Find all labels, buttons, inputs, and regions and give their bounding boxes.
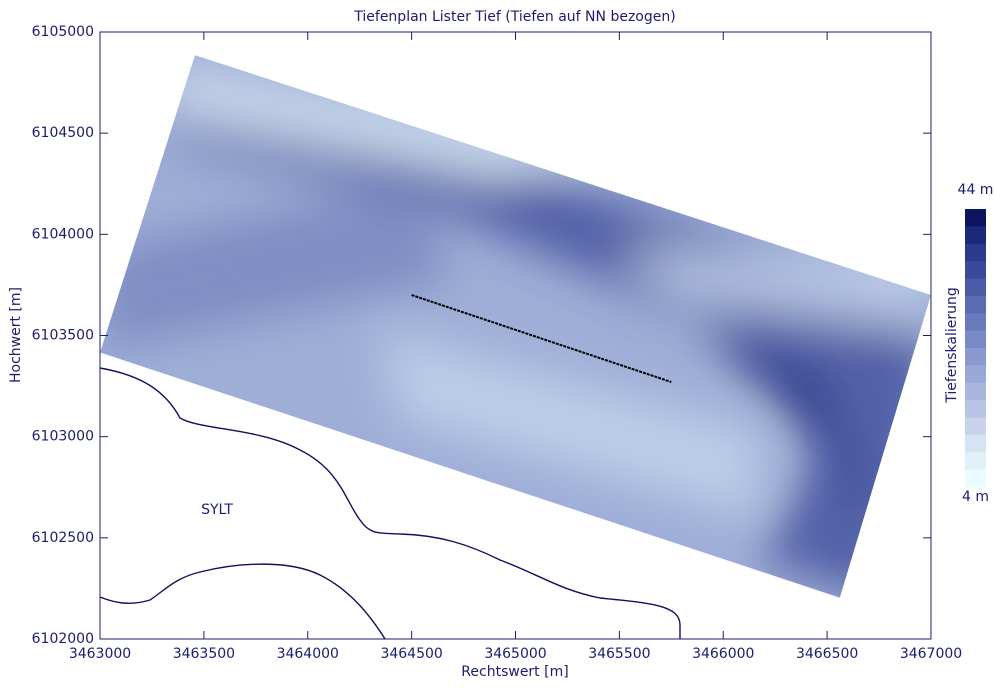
colorbar-band [965, 243, 986, 262]
y-tick-label: 6102000 [32, 631, 94, 647]
colorbar-band [965, 226, 986, 245]
y-tick-label: 6103000 [32, 429, 94, 445]
y-tick-label: 6103500 [32, 328, 94, 344]
x-tick-label: 3463500 [173, 646, 235, 662]
colorbar-band [965, 261, 986, 279]
colorbar-band [965, 313, 986, 332]
y-tick-label: 6104000 [32, 226, 94, 242]
colorbar-band [965, 365, 986, 384]
x-tick-label: 3467000 [900, 646, 962, 662]
y-tick-label: 6102500 [32, 530, 94, 546]
colorbar-band [965, 469, 986, 488]
x-tick-label: 3465000 [484, 646, 546, 662]
coastline [99, 367, 681, 639]
x-tick-label: 3465500 [588, 646, 650, 662]
colorbar-band [965, 452, 986, 471]
y-axis-label: Hochwert [m] [8, 287, 24, 383]
colorbar-band [965, 382, 986, 401]
colorbar-band [965, 209, 986, 227]
x-axis-label: Rechtswert [m] [461, 664, 568, 680]
colorbar-band [965, 417, 986, 436]
colorbar-band [965, 434, 986, 453]
colorbar-band [965, 400, 986, 418]
island-label: SYLT [201, 502, 233, 518]
y-tick-label: 6104500 [32, 125, 94, 141]
depth-raster [100, 55, 931, 598]
x-tick-label: 3466500 [796, 646, 858, 662]
colorbar-band [965, 278, 986, 297]
colorbar-band [965, 330, 986, 349]
x-tick-label: 3466000 [692, 646, 754, 662]
x-tick-label: 3463000 [69, 646, 131, 662]
colorbar-band [965, 295, 986, 314]
y-tick-label: 6105000 [32, 24, 94, 40]
colorbar-tick-label: 44 m [958, 182, 994, 198]
x-tick-label: 3464500 [380, 646, 442, 662]
chart-title: Tiefenplan Lister Tief (Tiefen auf NN be… [353, 9, 675, 25]
coastline [99, 563, 386, 640]
colorbar-label: Tiefenskalierung [944, 287, 960, 404]
colorbar-band [965, 348, 986, 366]
profile-line [411, 294, 672, 383]
colorbar-tick-label: 4 m [962, 489, 989, 505]
x-tick-label: 3464000 [277, 646, 339, 662]
